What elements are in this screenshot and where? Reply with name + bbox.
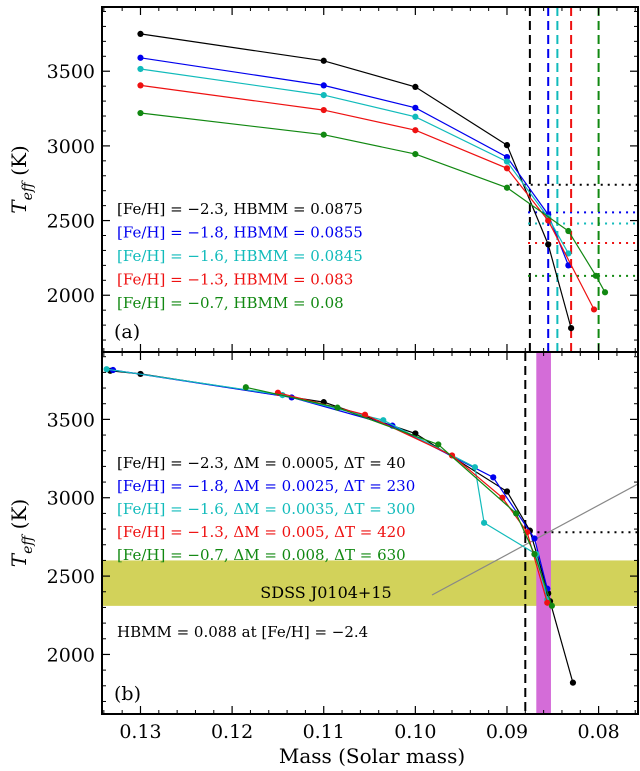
y-axis-label: Teff (K) bbox=[7, 145, 36, 213]
data-point-1-2 bbox=[412, 104, 419, 111]
data-point-2-5 bbox=[565, 250, 572, 257]
data-point-4-4 bbox=[531, 551, 538, 558]
data-point-3-1 bbox=[361, 411, 369, 418]
data-point-0-0 bbox=[137, 30, 144, 37]
data-point-2-0 bbox=[103, 366, 110, 373]
legend-entry-2: [Fe/H] = −1.6, HBMM = 0.0845 bbox=[117, 247, 363, 265]
y-tick-label: 2500 bbox=[47, 566, 95, 588]
legend-entry-1: [Fe/H] = −1.8, ΔM = 0.0025, ΔT = 230 bbox=[117, 477, 415, 495]
data-point-4-3 bbox=[513, 510, 520, 517]
y-axis-label: Teff (K) bbox=[7, 499, 36, 567]
series-line-2 bbox=[140, 68, 569, 254]
data-point-3-0 bbox=[137, 82, 144, 89]
data-point-4-1 bbox=[334, 404, 341, 411]
data-point-3-2 bbox=[448, 452, 456, 459]
x-tick-label: 0.12 bbox=[211, 721, 253, 743]
legend-entry-3: [Fe/H] = −1.3, ΔM = 0.005, ΔT = 420 bbox=[117, 523, 406, 541]
data-point-1-1 bbox=[320, 82, 327, 89]
data-point-4-5 bbox=[548, 602, 555, 609]
panel-label: (b) bbox=[114, 683, 141, 705]
data-point-3-3 bbox=[503, 165, 511, 172]
mass-range-band bbox=[536, 352, 551, 714]
panel-frame bbox=[101, 351, 639, 715]
x-tick-label: 0.08 bbox=[577, 721, 619, 743]
y-tick-label: 3000 bbox=[47, 136, 95, 158]
data-point-2-3 bbox=[471, 464, 479, 471]
data-point-4-0 bbox=[137, 109, 144, 117]
data-point-4-2 bbox=[435, 441, 442, 448]
panel-label: (a) bbox=[114, 321, 140, 343]
series-line-0 bbox=[140, 33, 572, 329]
legend-entry-0: [Fe/H] = −2.3, ΔM = 0.0005, ΔT = 40 bbox=[117, 454, 406, 472]
data-point-1-0 bbox=[137, 54, 144, 61]
data-point-1-3 bbox=[503, 153, 511, 161]
data-point-3-1 bbox=[320, 106, 327, 114]
data-point-3-5 bbox=[544, 599, 551, 606]
data-point-2-4 bbox=[480, 519, 488, 526]
legend-entry-1: [Fe/H] = −1.8, HBMM = 0.0855 bbox=[117, 224, 363, 242]
legend-entry-2: [Fe/H] = −1.6, ΔM = 0.0035, ΔT = 300 bbox=[117, 500, 415, 518]
data-point-0-5 bbox=[568, 325, 575, 332]
data-point-1-3 bbox=[490, 474, 497, 481]
series-line-3 bbox=[140, 84, 595, 310]
panel-b: SDSS J0104+15 HBMM = 0.088 at [Fe/H] = −2… bbox=[7, 351, 639, 715]
data-point-1-4 bbox=[531, 535, 538, 542]
data-point-4-6 bbox=[601, 289, 609, 296]
panel-a: [Fe/H] = −2.3, HBMM = 0.0875 [Fe/H] = −1.… bbox=[7, 6, 639, 353]
data-point-0-1 bbox=[320, 57, 327, 64]
data-point-3-5 bbox=[590, 306, 598, 313]
data-point-4-0 bbox=[242, 384, 249, 391]
data-point-0-8 bbox=[569, 679, 577, 686]
y-tick-label: 2500 bbox=[47, 211, 95, 233]
series-line-4 bbox=[245, 386, 553, 607]
band-label: SDSS J0104+15 bbox=[260, 583, 391, 602]
legend-entry-4: [Fe/H] = −0.7, HBMM = 0.08 bbox=[117, 294, 344, 312]
y-tick-label: 3500 bbox=[47, 409, 95, 431]
data-point-2-2 bbox=[380, 417, 387, 424]
data-point-4-4 bbox=[565, 227, 572, 235]
x-axis-label: Mass (Solar mass) bbox=[279, 744, 465, 768]
data-point-0-3 bbox=[503, 142, 511, 149]
y-tick-label: 2000 bbox=[47, 285, 95, 307]
data-point-2-2 bbox=[412, 113, 419, 120]
data-point-4-2 bbox=[412, 151, 419, 158]
data-point-3-2 bbox=[412, 127, 419, 134]
y-tick-label: 3500 bbox=[47, 61, 95, 83]
data-point-0-4 bbox=[545, 241, 552, 248]
x-tick-label: 0.11 bbox=[303, 721, 345, 743]
legend-entry-0: [Fe/H] = −2.3, HBMM = 0.0875 bbox=[117, 200, 363, 218]
x-tick-label: 0.09 bbox=[486, 721, 528, 743]
data-point-2-3 bbox=[503, 158, 511, 165]
x-tick-label: 0.13 bbox=[119, 721, 161, 743]
y-tick-label: 2000 bbox=[47, 644, 95, 666]
data-point-0-4 bbox=[503, 488, 511, 495]
data-point-3-4 bbox=[545, 217, 552, 224]
data-point-2-1 bbox=[320, 92, 327, 99]
data-point-0-2 bbox=[412, 83, 419, 91]
hbmm-note: HBMM = 0.088 at [Fe/H] = −2.4 bbox=[117, 623, 368, 641]
y-tick-label: 3000 bbox=[47, 488, 95, 510]
data-point-4-3 bbox=[503, 184, 511, 191]
data-point-2-0 bbox=[137, 65, 144, 73]
legend-entry-3: [Fe/H] = −1.3, HBMM = 0.083 bbox=[117, 271, 353, 289]
x-axis: 0.13 0.12 0.11 0.10 0.09 0.08 bbox=[119, 721, 619, 743]
x-tick-label: 0.10 bbox=[394, 721, 436, 743]
legend-entry-4: [Fe/H] = −0.7, ΔM = 0.008, ΔT = 630 bbox=[117, 546, 406, 564]
data-point-4-5 bbox=[592, 272, 599, 279]
data-point-4-1 bbox=[320, 131, 327, 138]
